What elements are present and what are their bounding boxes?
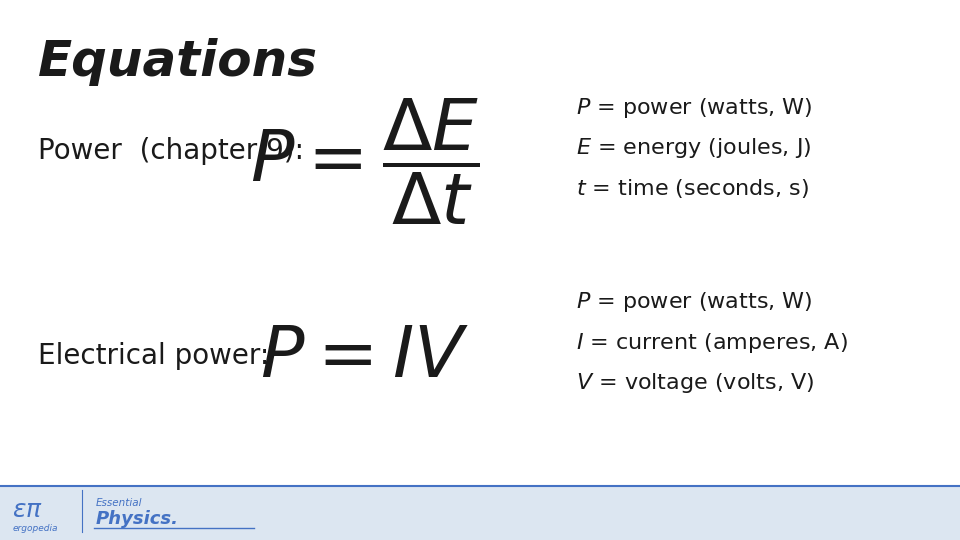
Text: $P = IV$: $P = IV$ [260,321,469,392]
Text: $V$ = voltage (volts, V): $V$ = voltage (volts, V) [576,372,814,395]
Text: Equations: Equations [38,38,319,86]
Text: $P$ = power (watts, W): $P$ = power (watts, W) [576,291,812,314]
Text: Essential: Essential [96,498,142,508]
Text: $P = \dfrac{\Delta E}{\Delta t}$: $P = \dfrac{\Delta E}{\Delta t}$ [251,97,479,227]
Text: Electrical power:: Electrical power: [38,342,270,370]
Text: Physics.: Physics. [96,510,179,529]
Bar [0,486,960,540]
Text: $E$ = energy (joules, J): $E$ = energy (joules, J) [576,137,811,160]
Text: $P$ = power (watts, W): $P$ = power (watts, W) [576,96,812,120]
Text: $I$ = current (amperes, A): $I$ = current (amperes, A) [576,331,848,355]
Text: $t$ = time (seconds, s): $t$ = time (seconds, s) [576,178,809,200]
Text: $\epsilon\pi$: $\epsilon\pi$ [12,498,42,522]
Text: Power  (chapter 9):: Power (chapter 9): [38,137,304,165]
Text: ergopedia: ergopedia [12,524,58,532]
